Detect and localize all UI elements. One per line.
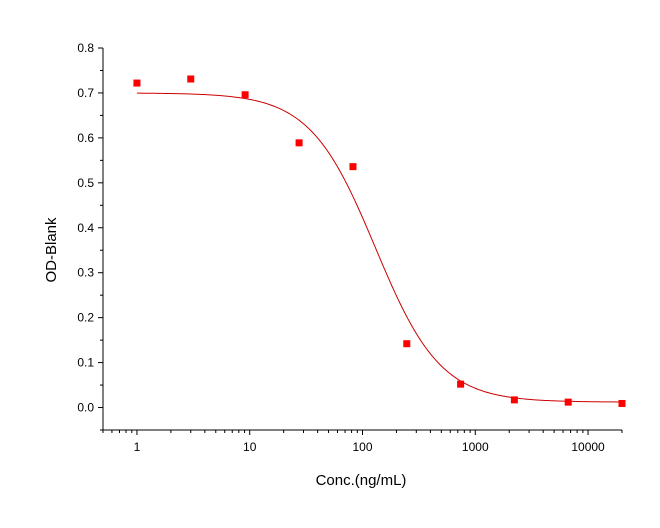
x-tick-label: 10000 [571, 440, 605, 454]
data-point [187, 75, 195, 83]
data-point [457, 380, 465, 388]
x-tick-label: 1 [134, 440, 141, 454]
y-tick-label: 0.1 [77, 356, 94, 370]
y-tick-label: 0.0 [77, 401, 94, 415]
x-tick-label: 10 [243, 440, 257, 454]
data-point [564, 398, 572, 406]
axes: 0.0 0.1 0.2 0.3 0.4 0.5 0.6 0.7 0.8 1 10 100 1000 100… [77, 41, 623, 454]
data-point [403, 340, 411, 348]
x-tick-label: 100 [352, 440, 372, 454]
data-point [295, 139, 303, 147]
x-axis-label: Conc.(ng/mL) [316, 472, 407, 489]
data-point [133, 79, 141, 87]
x-tick-label: 1000 [462, 440, 489, 454]
y-tick-label: 0.2 [77, 311, 94, 325]
data-point [241, 91, 249, 99]
data-point [510, 396, 518, 404]
data-points-layer [133, 75, 626, 407]
fit-curve-layer [136, 92, 623, 403]
y-tick-label: 0.5 [77, 176, 94, 190]
y-axis-label: OD-Blank [43, 217, 60, 283]
fit-curve-line [136, 92, 623, 403]
y-tick-label: 0.3 [77, 266, 94, 280]
y-tick-label: 0.4 [77, 221, 94, 235]
y-tick-label: 0.8 [77, 41, 94, 55]
data-point [618, 399, 626, 407]
data-point [349, 163, 357, 171]
y-tick-label: 0.6 [77, 131, 94, 145]
y-tick-label: 0.7 [77, 86, 94, 100]
